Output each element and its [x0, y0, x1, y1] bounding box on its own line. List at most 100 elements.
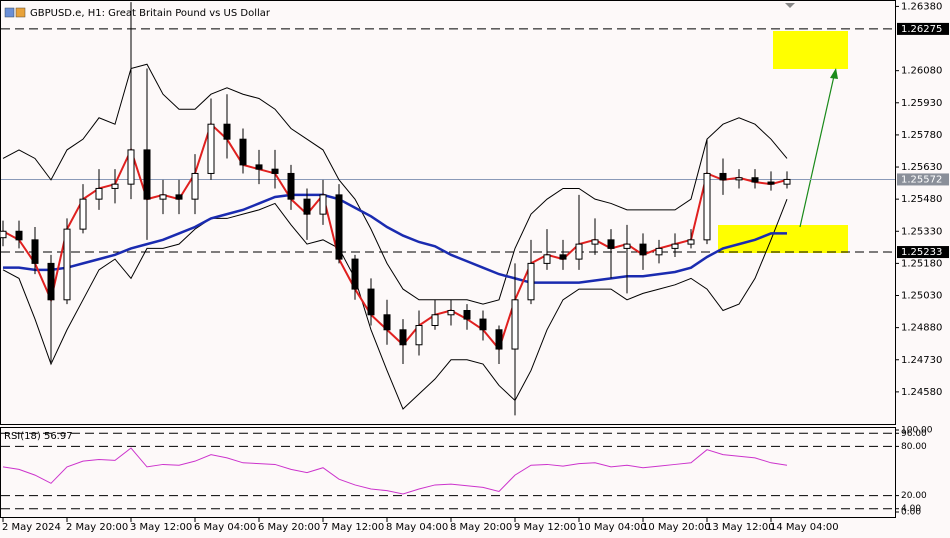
target-zone: [773, 31, 848, 69]
y-tick-label: 1.24730: [901, 355, 942, 366]
main-panel-frame: [0, 0, 896, 425]
y-tick-label: 80.00: [901, 442, 927, 452]
level-label-bg: [897, 22, 949, 35]
y-tick-label: 100.00: [901, 426, 933, 436]
y-tick-label: 1.25030: [901, 291, 942, 302]
candle-body: [335, 194, 343, 260]
candle-body: [47, 262, 55, 301]
trend-arrow: [799, 75, 835, 228]
indicator-line: [2, 198, 788, 410]
candle-body: [351, 258, 359, 290]
rsi-line: [2, 447, 788, 495]
candle-body: [783, 178, 791, 185]
arrow-head: [830, 68, 838, 79]
icon: [15, 7, 26, 18]
candle-body: [175, 194, 183, 200]
candle-body: [575, 243, 583, 260]
candle-body: [495, 329, 503, 350]
x-tick-label: 14 May 04:00: [770, 522, 839, 533]
candle-body: [767, 181, 775, 185]
candle-body: [559, 254, 567, 260]
indicator-line: [3, 193, 787, 284]
y-tick-label: 1.24880: [901, 323, 942, 334]
y-tick-label: 1.24580: [901, 387, 942, 398]
y-tick-label: 0.00: [901, 508, 921, 518]
candle-body: [159, 194, 167, 200]
candle-body: [271, 168, 279, 174]
candle-body: [399, 329, 407, 346]
y-tick-label: 1.26380: [901, 1, 942, 12]
candle-body: [15, 230, 23, 241]
candle-body: [447, 310, 455, 316]
candle-body: [623, 243, 631, 249]
chart-title: GBPUSD.e, H1: Great Britain Pound vs US …: [30, 8, 271, 19]
candle-body: [239, 138, 247, 166]
candle-body: [367, 288, 375, 316]
y-tick-label: 1.25480: [901, 194, 942, 205]
indicator-line: [2, 63, 788, 305]
candle-body: [719, 172, 727, 181]
candle-body: [287, 172, 295, 200]
icon: [4, 7, 15, 18]
candle-body: [655, 247, 663, 256]
x-tick-label: 2 May 2024: [2, 522, 61, 533]
level-label-bg: [897, 246, 949, 259]
candle-body: [479, 318, 487, 331]
x-tick-label: 10 May 20:00: [642, 522, 711, 533]
level-label: 1.25233: [901, 247, 942, 258]
level-label-bg: [897, 173, 949, 186]
candle-body: [735, 177, 743, 181]
y-tick-label: 1.25930: [901, 98, 942, 109]
x-tick-label: 3 May 12:00: [130, 522, 192, 533]
shift-marker: [785, 3, 795, 8]
x-tick-label: 10 May 04:00: [578, 522, 647, 533]
y-tick-label: 1.25780: [901, 130, 942, 141]
candle-body: [511, 299, 519, 350]
y-tick-label: 1.26080: [901, 66, 942, 77]
candle-body: [127, 149, 135, 185]
candle-body: [0, 230, 7, 239]
y-tick-label: 96.00: [901, 429, 927, 439]
candle-body: [607, 239, 615, 249]
candle-body: [143, 149, 151, 200]
candle-body: [463, 310, 471, 320]
candle-body: [79, 198, 87, 230]
y-tick-label: 20.00: [901, 491, 927, 501]
x-tick-label: 6 May 20:00: [258, 522, 320, 533]
rsi-panel-frame: [0, 427, 896, 518]
x-tick-label: 7 May 12:00: [322, 522, 384, 533]
y-tick-label: 1.25330: [901, 226, 942, 237]
y-tick-label: 1.25180: [901, 258, 942, 269]
candle-body: [191, 172, 199, 200]
candle-body: [703, 172, 711, 241]
x-tick-label: 2 May 20:00: [66, 522, 128, 533]
candle-body: [223, 123, 231, 140]
candle-body: [415, 324, 423, 346]
entry-zone: [718, 225, 848, 253]
y-tick-label: 1.25630: [901, 162, 942, 173]
x-tick-label: 8 May 20:00: [450, 522, 512, 533]
x-tick-label: 6 May 04:00: [194, 522, 256, 533]
y-tick-label: 4.00: [901, 504, 921, 514]
x-tick-label: 9 May 12:00: [514, 522, 576, 533]
level-label: 1.25572: [901, 174, 942, 185]
rsi-title: RSI(18) 56.97: [4, 431, 73, 442]
candle-body: [431, 314, 439, 326]
candle-body: [639, 243, 647, 256]
candle-body: [95, 187, 103, 200]
candle-body: [255, 164, 263, 170]
toolbar-icons: [4, 7, 26, 18]
x-tick-label: 13 May 12:00: [706, 522, 775, 533]
candle-body: [687, 239, 695, 245]
candle-body: [319, 194, 327, 215]
x-tick-label: 8 May 04:00: [386, 522, 448, 533]
candle-body: [63, 228, 71, 301]
level-label: 1.26275: [901, 24, 942, 35]
candle-body: [671, 243, 679, 249]
candle-body: [207, 123, 215, 174]
candle-body: [303, 198, 311, 215]
candle-body: [31, 239, 39, 264]
candle-body: [591, 239, 599, 245]
candle-body: [527, 262, 535, 301]
